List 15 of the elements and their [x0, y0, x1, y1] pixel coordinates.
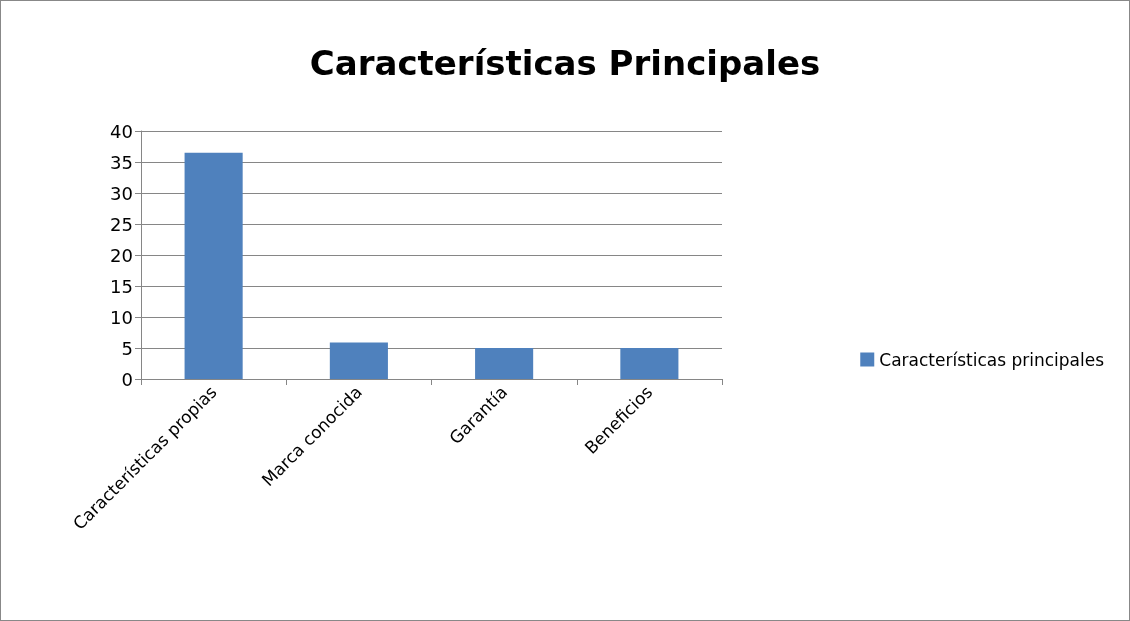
- y-tick-label: 10: [110, 306, 133, 328]
- y-tick-label: 30: [110, 182, 133, 204]
- bar: [475, 348, 534, 379]
- bar: [329, 342, 388, 379]
- y-tick-label: 5: [121, 337, 133, 359]
- y-tick-label: 40: [110, 120, 133, 142]
- y-tick-label: 25: [110, 213, 133, 235]
- y-tick-label: 20: [110, 244, 133, 266]
- y-tick-label: 15: [110, 275, 133, 297]
- bar: [184, 152, 243, 379]
- chart-title: Características Principales: [309, 43, 821, 83]
- y-tick-label: 0: [121, 368, 133, 390]
- bar: [620, 348, 679, 379]
- y-tick-label: 35: [110, 151, 133, 173]
- legend-label: Características principales: [879, 349, 1105, 370]
